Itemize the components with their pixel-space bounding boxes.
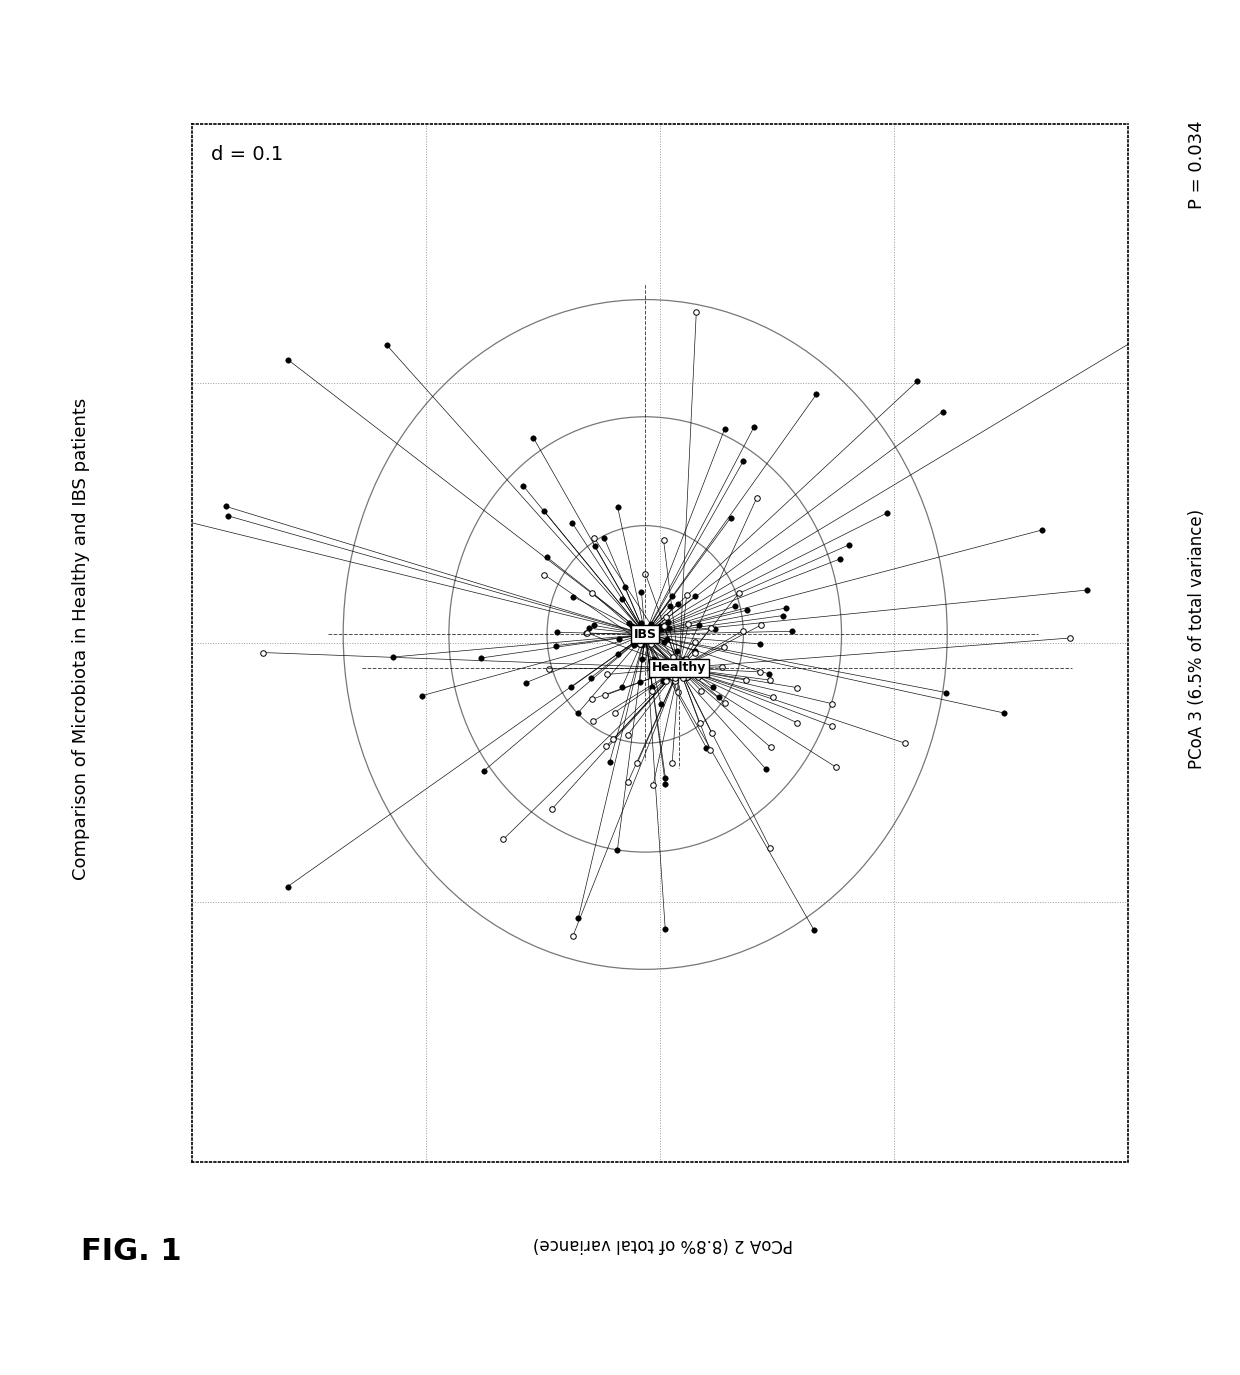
Text: P = 0.034: P = 0.034: [1188, 121, 1205, 209]
Text: PCoA 2 (8.8% of total variance): PCoA 2 (8.8% of total variance): [533, 1235, 794, 1254]
Text: PCoA 3 (6.5% of total variance): PCoA 3 (6.5% of total variance): [1188, 509, 1205, 770]
Text: Comparison of Microbiota in Healthy and IBS patients: Comparison of Microbiota in Healthy and …: [72, 399, 89, 880]
Text: d = 0.1: d = 0.1: [211, 144, 283, 164]
Text: IBS: IBS: [634, 628, 657, 641]
Text: FIG. 1: FIG. 1: [81, 1238, 181, 1266]
Text: Healthy: Healthy: [652, 661, 707, 674]
